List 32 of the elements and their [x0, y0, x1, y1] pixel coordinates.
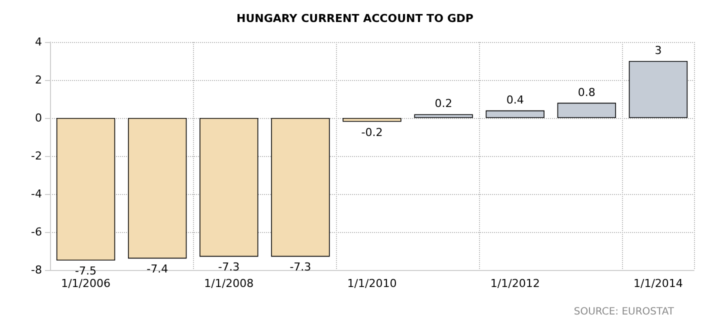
source-note: SOURCE: EUROSTAT [574, 306, 675, 318]
data-label: -7.3 [290, 260, 312, 274]
data-label: -7.5 [75, 264, 97, 278]
y-tick-label: 4 [35, 36, 42, 48]
y-tick-label: -6 [31, 226, 42, 238]
data-label: 0.4 [506, 93, 524, 106]
data-label: 3 [654, 44, 662, 57]
bar [342, 118, 402, 122]
data-label: -7.4 [146, 262, 168, 276]
bar [56, 118, 116, 260]
y-tick-label: 0 [35, 112, 42, 124]
data-label: -7.3 [218, 260, 240, 274]
bar [271, 118, 330, 257]
y-tick-label: -4 [31, 188, 42, 200]
y-tick-label: -8 [31, 264, 42, 276]
x-tick-label: 1/1/2014 [634, 277, 683, 290]
bar [486, 110, 544, 118]
bar [200, 118, 258, 257]
x-tick-label: 1/1/2008 [204, 277, 254, 290]
x-tick-label: 1/1/2012 [490, 277, 540, 290]
data-label: -0.2 [361, 126, 383, 139]
y-tick-label: -2 [31, 150, 42, 162]
data-label: 0.8 [578, 86, 596, 99]
y-tick-label: 2 [35, 74, 42, 86]
chart-title: HUNGARY CURRENT ACCOUNT TO GDP [236, 12, 474, 25]
data-label: 0.2 [434, 97, 452, 110]
bar [128, 118, 187, 259]
x-tick-label: 1/1/2006 [61, 277, 110, 290]
bar [557, 102, 616, 118]
x-tick-label: 1/1/2010 [347, 277, 397, 290]
bar [628, 61, 688, 118]
bar [414, 114, 473, 118]
